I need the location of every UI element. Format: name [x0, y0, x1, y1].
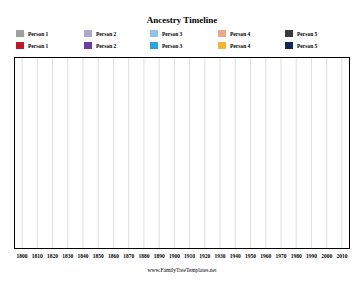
svg-text:2010: 2010: [336, 253, 347, 259]
html-text:Person 2: Person 2: [96, 30, 117, 37]
html-text:Person 4: Person 4: [230, 42, 251, 49]
svg-text:1850: 1850: [93, 253, 104, 259]
svg-text:2000: 2000: [321, 253, 332, 259]
svg-text:1900: 1900: [169, 253, 180, 259]
svg-text:1830: 1830: [62, 253, 73, 259]
html-text:Person 2: Person 2: [96, 42, 117, 49]
svg-text:1840: 1840: [78, 253, 89, 259]
svg-text:1930: 1930: [215, 253, 226, 259]
svg-text:1810: 1810: [32, 253, 43, 259]
html-text:www.FamilyTreeTemplates.net: www.FamilyTreeTemplates.net: [147, 267, 217, 273]
html-text:Person 3: Person 3: [162, 30, 183, 37]
svg-text:1870: 1870: [123, 253, 134, 259]
svg-text:1880: 1880: [138, 253, 149, 259]
svg-text:1970: 1970: [275, 253, 286, 259]
svg-text:1980: 1980: [291, 253, 302, 259]
svg-text:1890: 1890: [154, 253, 165, 259]
svg-text:1920: 1920: [199, 253, 210, 259]
svg-text:1800: 1800: [17, 253, 28, 259]
html-text:Ancestry Timeline: Ancestry Timeline: [146, 15, 218, 25]
html-text:Person 1: Person 1: [28, 30, 49, 37]
svg-text:1960: 1960: [260, 253, 271, 259]
svg-text:1950: 1950: [245, 253, 256, 259]
html-text:Person 5: Person 5: [297, 30, 318, 37]
html-text:Person 4: Person 4: [230, 30, 251, 37]
svg-text:1860: 1860: [108, 253, 119, 259]
html-text:Person 5: Person 5: [297, 42, 318, 49]
html-text:Person 1: Person 1: [28, 42, 49, 49]
svg-text:1990: 1990: [306, 253, 317, 259]
svg-text:1820: 1820: [47, 253, 58, 259]
html-text:Person 3: Person 3: [162, 42, 183, 49]
svg-text:1910: 1910: [184, 253, 195, 259]
svg-text:1940: 1940: [230, 253, 241, 259]
